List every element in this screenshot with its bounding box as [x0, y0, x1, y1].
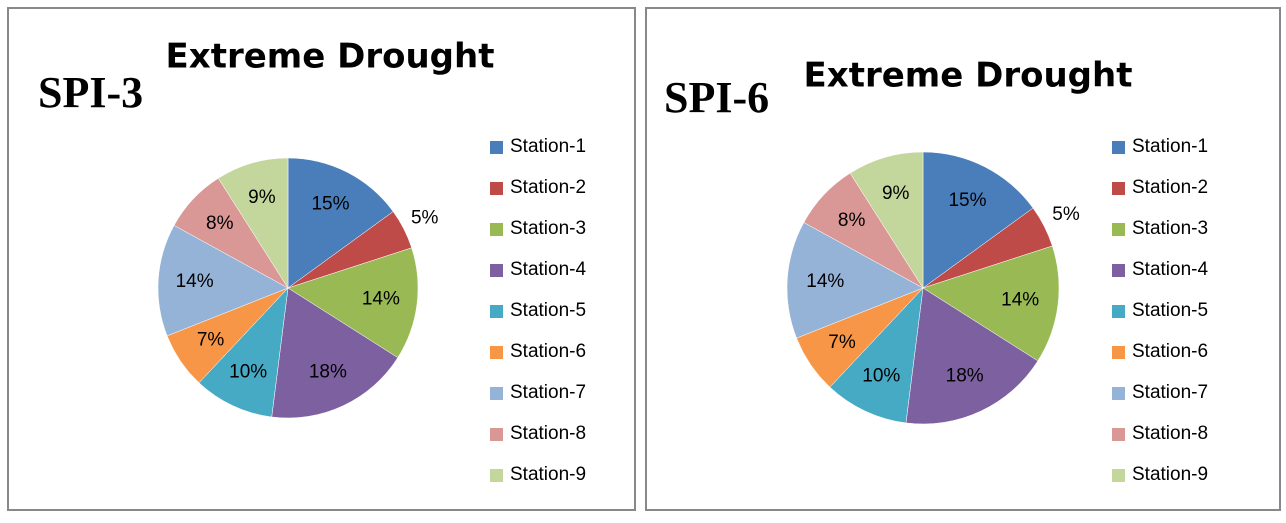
pie-slice — [217, 157, 289, 289]
legend-swatch — [1112, 469, 1125, 482]
legend-label: Station-1 — [510, 136, 586, 157]
legend-label: Station-4 — [510, 259, 586, 280]
legend-swatch — [490, 141, 503, 154]
legend-swatch — [1112, 141, 1125, 154]
legend-label: Station-5 — [510, 300, 586, 321]
pie-slice — [287, 157, 394, 289]
data-label: 7% — [197, 330, 225, 351]
legend-label: Station-3 — [510, 218, 586, 239]
pie-slice — [829, 287, 924, 424]
pie-slice — [271, 287, 399, 419]
legend-label: Station-5 — [1132, 300, 1208, 321]
legend-swatch — [490, 428, 503, 441]
data-label: 14% — [806, 271, 844, 292]
pie-slice — [922, 151, 1034, 289]
legend-label: Station-2 — [510, 177, 586, 198]
data-label: 14% — [1001, 289, 1039, 310]
panel-frame — [645, 7, 1281, 511]
data-label: 10% — [229, 362, 267, 383]
legend-label: Station-8 — [1132, 423, 1208, 444]
legend-swatch — [1112, 346, 1125, 359]
legend-label: Station-9 — [1132, 464, 1208, 485]
data-label: 10% — [862, 366, 900, 387]
data-label: 18% — [309, 362, 347, 383]
data-label: 8% — [838, 210, 866, 231]
annotation: SPI-3 — [38, 68, 143, 117]
pie-slice — [287, 247, 419, 359]
pie-slice — [157, 225, 289, 337]
pie-slice — [786, 222, 924, 339]
legend-swatch — [1112, 387, 1125, 400]
data-label: 14% — [176, 271, 214, 292]
panel-frame — [7, 7, 636, 511]
data-label: 9% — [882, 183, 910, 204]
legend-swatch — [490, 346, 503, 359]
chart-title: Extreme Drought — [166, 37, 495, 77]
legend-swatch — [1112, 182, 1125, 195]
data-label: 9% — [248, 187, 276, 208]
legend-label: Station-7 — [1132, 382, 1208, 403]
legend-swatch — [1112, 223, 1125, 236]
legend-swatch — [490, 223, 503, 236]
legend-label: Station-1 — [1132, 136, 1208, 157]
legend-swatch — [490, 469, 503, 482]
data-label: 7% — [828, 332, 856, 353]
legend-label: Station-8 — [510, 423, 586, 444]
legend-swatch — [1112, 264, 1125, 277]
data-label: 5% — [1052, 204, 1080, 225]
data-label: 15% — [311, 194, 349, 215]
legend-swatch — [490, 182, 503, 195]
legend-label: Station-6 — [1132, 341, 1208, 362]
legend-swatch — [490, 387, 503, 400]
legend-label: Station-4 — [1132, 259, 1208, 280]
pie-slice — [198, 287, 289, 418]
legend-label: Station-6 — [510, 341, 586, 362]
legend-swatch — [1112, 428, 1125, 441]
data-label: 5% — [411, 207, 439, 228]
legend-label: Station-3 — [1132, 218, 1208, 239]
pie-slice — [922, 245, 1060, 362]
data-label: 8% — [206, 213, 234, 234]
legend-label: Station-7 — [510, 382, 586, 403]
legend-swatch — [1112, 305, 1125, 318]
legend-swatch — [490, 264, 503, 277]
data-label: 15% — [948, 190, 986, 211]
chart-title: Extreme Drought — [804, 56, 1133, 96]
pie-slice — [905, 287, 1039, 425]
legend-label: Station-9 — [510, 464, 586, 485]
pie-slice — [849, 151, 924, 289]
data-label: 14% — [362, 289, 400, 310]
annotation: SPI-6 — [664, 73, 769, 122]
legend-swatch — [490, 305, 503, 318]
data-label: 18% — [946, 366, 984, 387]
legend-label: Station-2 — [1132, 177, 1208, 198]
